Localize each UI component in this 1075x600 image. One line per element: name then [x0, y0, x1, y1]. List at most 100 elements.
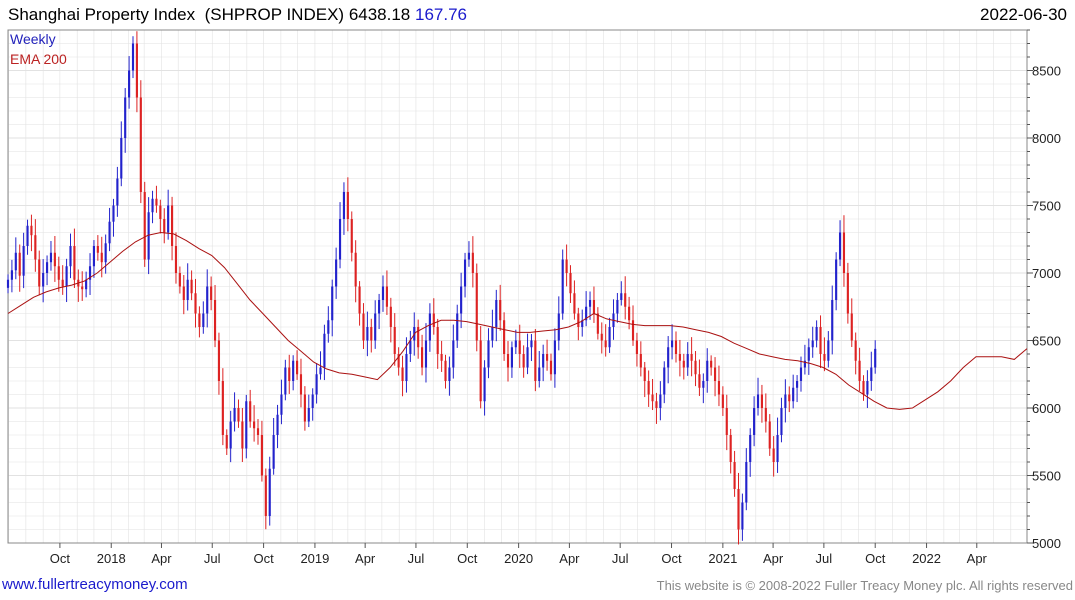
candle-body [854, 340, 857, 361]
candle-body [381, 286, 385, 300]
candle-body [737, 489, 740, 530]
candle-body [303, 394, 306, 422]
candle-body [667, 347, 670, 368]
candle-body [444, 360, 447, 381]
candle-body [870, 367, 873, 381]
candle-body [588, 300, 592, 307]
candle-body [866, 381, 869, 395]
candle-body [713, 367, 717, 381]
candle-body [784, 394, 787, 408]
candle-body [256, 428, 260, 435]
candle-body [538, 367, 541, 381]
x-tick-label: Oct [50, 551, 71, 566]
candle-body [440, 354, 443, 361]
candle-body [479, 340, 482, 402]
candle-body [92, 246, 96, 267]
candle-body [678, 354, 681, 361]
candle-body [452, 340, 455, 368]
candle-body [624, 293, 627, 307]
candle-body [850, 313, 853, 341]
candle-body [378, 300, 381, 314]
candle-body [823, 354, 826, 361]
candle-body [237, 408, 240, 422]
candle-body [370, 327, 373, 341]
candle-body [198, 313, 201, 327]
candle-body [471, 252, 474, 273]
candle-body [803, 360, 806, 368]
candle-body [147, 212, 150, 260]
candle-body [815, 327, 818, 341]
candle-body [838, 232, 842, 260]
last-price: 6438.18 [348, 5, 411, 24]
candle-body [491, 327, 494, 341]
x-tick-label: Apr [967, 551, 988, 566]
legend-ema: EMA 200 [10, 51, 67, 67]
candle-body [409, 340, 412, 354]
candle-body [385, 286, 388, 307]
candle-body [112, 205, 115, 222]
candle-body [694, 360, 697, 375]
candle-body [499, 300, 502, 321]
candle-body [210, 286, 213, 300]
candle-body [557, 313, 560, 341]
candle-body [608, 327, 611, 348]
candle-body [565, 259, 568, 273]
candle-body [81, 286, 84, 290]
candle-body [229, 421, 232, 449]
candle-body [835, 259, 838, 300]
candle-body [596, 313, 599, 334]
candle-body [295, 360, 299, 375]
candle-body [842, 232, 846, 273]
candle-body [592, 300, 596, 314]
candle-body [514, 340, 517, 348]
candle-body [561, 259, 564, 314]
candle-body [245, 401, 248, 449]
x-tick-label: 2018 [97, 551, 126, 566]
candle-body [42, 273, 45, 287]
candle-body [604, 340, 607, 348]
candle-body [34, 235, 37, 260]
candle-body [420, 347, 424, 368]
x-tick-label: Apr [151, 551, 172, 566]
candle-body [745, 462, 748, 503]
candle-body [319, 367, 322, 375]
candle-body [600, 333, 603, 341]
x-tick-label: Oct [661, 551, 682, 566]
candle-body [585, 306, 588, 321]
candle-body [749, 435, 752, 462]
candle-body [706, 360, 709, 381]
x-tick-label: Jul [204, 551, 221, 566]
candle-body [135, 43, 138, 98]
site-link[interactable]: www.fullertreacymoney.com [2, 576, 188, 593]
candle-body [428, 313, 431, 341]
candle-body [651, 394, 654, 402]
candle-body [260, 435, 263, 476]
candle-body [18, 252, 21, 276]
candle-body [139, 97, 142, 192]
candle-body [647, 381, 650, 395]
candle-body [811, 340, 814, 348]
candle-body [143, 192, 146, 260]
chart-title: Shanghai Property Index (SHPROP INDEX) 6… [8, 5, 467, 25]
candle-body [100, 252, 103, 263]
candle-body [10, 270, 13, 280]
candle-body [643, 367, 646, 381]
candle-body [120, 138, 123, 179]
candle-body [272, 435, 275, 469]
candle-body [190, 279, 193, 294]
candle-body [167, 205, 170, 233]
candle-body [335, 259, 338, 287]
y-tick-label: 7500 [1032, 199, 1061, 214]
candle-body [88, 266, 92, 280]
candle-body [6, 279, 10, 288]
x-tick-label: 2020 [504, 551, 533, 566]
candle-body [159, 205, 162, 219]
candle-body [487, 340, 490, 368]
candle-body [534, 340, 537, 381]
candle-body [674, 340, 678, 354]
candle-body [628, 306, 631, 321]
candle-body [846, 273, 849, 314]
candle-body [131, 43, 135, 71]
candle-body [526, 347, 529, 368]
